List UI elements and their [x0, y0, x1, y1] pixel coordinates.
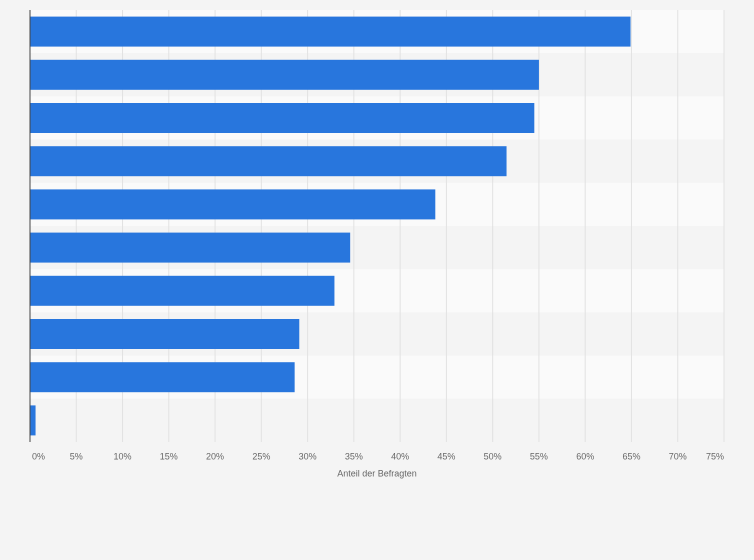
x-tick-label: 0%: [32, 451, 45, 461]
x-tick-label: 55%: [530, 451, 548, 461]
x-tick-label: 30%: [299, 451, 317, 461]
bar: [30, 189, 436, 220]
bar: [30, 59, 539, 90]
x-tick-label: 75%: [706, 451, 724, 461]
x-axis-label: Anteil der Befragten: [337, 468, 417, 478]
x-tick-label: 50%: [484, 451, 502, 461]
bar: [30, 405, 36, 436]
x-tick-label: 65%: [622, 451, 640, 461]
bar: [30, 16, 631, 47]
bar: [30, 362, 295, 393]
row-band: [30, 398, 724, 442]
x-tick-label: 20%: [206, 451, 224, 461]
x-tick-label: 70%: [669, 451, 687, 461]
x-tick-label: 10%: [114, 451, 132, 461]
x-tick-label: 5%: [70, 451, 83, 461]
x-tick-label: 25%: [252, 451, 270, 461]
x-tick-label: 60%: [576, 451, 594, 461]
bar: [30, 275, 335, 306]
bar: [30, 103, 535, 133]
bar: [30, 319, 300, 349]
x-tick-label: 15%: [160, 451, 178, 461]
x-tick-label: 40%: [391, 451, 409, 461]
x-tick-label: 45%: [437, 451, 455, 461]
x-tick-label: 35%: [345, 451, 363, 461]
bar: [30, 146, 507, 177]
bar: [30, 232, 351, 263]
